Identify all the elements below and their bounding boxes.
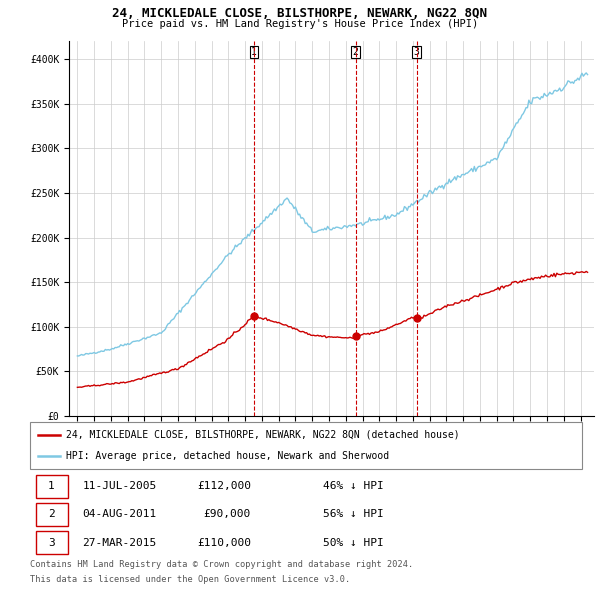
Point <box>412 313 422 323</box>
Text: 2: 2 <box>48 510 55 519</box>
Text: 11-JUL-2005: 11-JUL-2005 <box>82 481 157 491</box>
Text: 3: 3 <box>414 47 419 57</box>
Point <box>249 312 259 321</box>
Text: 24, MICKLEDALE CLOSE, BILSTHORPE, NEWARK, NG22 8QN: 24, MICKLEDALE CLOSE, BILSTHORPE, NEWARK… <box>113 7 487 20</box>
Text: £112,000: £112,000 <box>197 481 251 491</box>
Text: 46% ↓ HPI: 46% ↓ HPI <box>323 481 383 491</box>
Text: £90,000: £90,000 <box>203 510 251 519</box>
Text: 04-AUG-2011: 04-AUG-2011 <box>82 510 157 519</box>
Point <box>351 331 361 340</box>
FancyBboxPatch shape <box>35 531 68 554</box>
Text: 50% ↓ HPI: 50% ↓ HPI <box>323 537 383 548</box>
FancyBboxPatch shape <box>35 503 68 526</box>
FancyBboxPatch shape <box>35 475 68 498</box>
Text: 27-MAR-2015: 27-MAR-2015 <box>82 537 157 548</box>
Text: This data is licensed under the Open Government Licence v3.0.: This data is licensed under the Open Gov… <box>30 575 350 584</box>
Text: 1: 1 <box>48 481 55 491</box>
Text: 56% ↓ HPI: 56% ↓ HPI <box>323 510 383 519</box>
Text: 24, MICKLEDALE CLOSE, BILSTHORPE, NEWARK, NG22 8QN (detached house): 24, MICKLEDALE CLOSE, BILSTHORPE, NEWARK… <box>66 430 460 440</box>
Text: Price paid vs. HM Land Registry's House Price Index (HPI): Price paid vs. HM Land Registry's House … <box>122 19 478 30</box>
Text: Contains HM Land Registry data © Crown copyright and database right 2024.: Contains HM Land Registry data © Crown c… <box>30 560 413 569</box>
Text: HPI: Average price, detached house, Newark and Sherwood: HPI: Average price, detached house, Newa… <box>66 451 389 461</box>
FancyBboxPatch shape <box>30 422 582 469</box>
Text: £110,000: £110,000 <box>197 537 251 548</box>
Text: 1: 1 <box>251 47 257 57</box>
Text: 2: 2 <box>353 47 359 57</box>
Text: 3: 3 <box>48 537 55 548</box>
